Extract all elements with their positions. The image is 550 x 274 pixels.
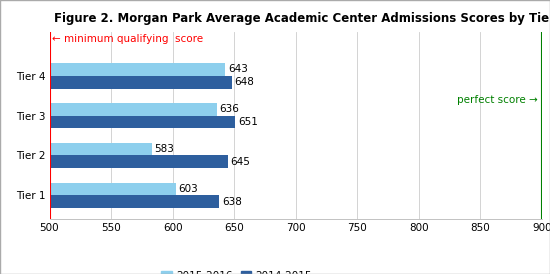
Bar [50, 76, 232, 89]
Text: 636: 636 [219, 104, 239, 114]
Text: 603: 603 [179, 184, 199, 194]
Bar [50, 63, 225, 76]
Text: 643: 643 [228, 64, 248, 75]
Legend: 2015-2016, 2014-2015: 2015-2016, 2014-2015 [157, 267, 316, 274]
Text: 645: 645 [230, 157, 250, 167]
Text: 648: 648 [234, 77, 254, 87]
Text: ← minimum qualifying  score: ← minimum qualifying score [52, 34, 203, 44]
Bar [50, 116, 235, 129]
Text: 583: 583 [154, 144, 174, 154]
Text: perfect score →: perfect score → [457, 95, 538, 105]
Bar [50, 103, 217, 116]
Text: Figure 2. Morgan Park Average Academic Center Admissions Scores by Tier, 2014-20: Figure 2. Morgan Park Average Academic C… [54, 12, 550, 25]
Text: 638: 638 [222, 197, 241, 207]
Bar [50, 195, 219, 208]
Text: 651: 651 [238, 117, 257, 127]
Bar [50, 143, 152, 156]
Bar [50, 156, 228, 168]
Bar [50, 182, 176, 195]
